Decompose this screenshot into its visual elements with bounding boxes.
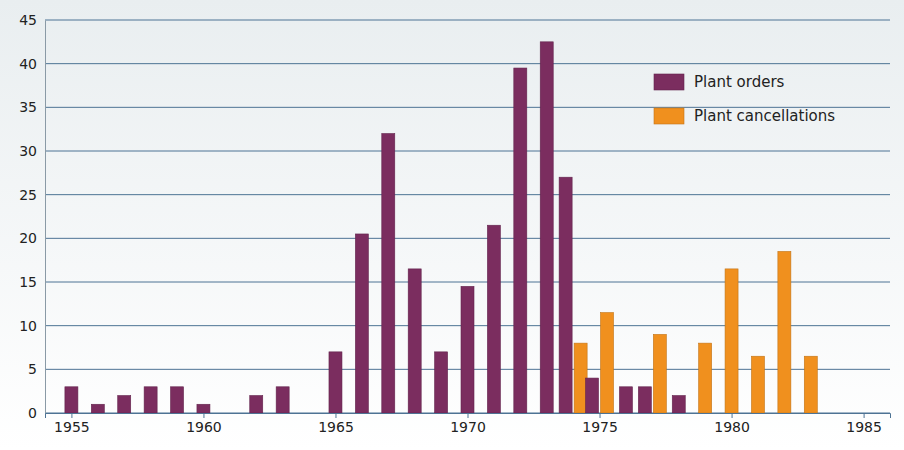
grid-line <box>45 194 890 195</box>
bar <box>487 225 500 413</box>
y-axis-line <box>45 21 46 414</box>
bar <box>514 68 527 413</box>
bar <box>65 387 78 413</box>
x-tick-mark <box>732 413 733 418</box>
bar <box>408 269 421 413</box>
bar <box>725 269 738 413</box>
x-tick-mark <box>864 413 865 418</box>
x-tick-label: 1960 <box>186 419 222 435</box>
legend-label: Plant cancellations <box>694 107 835 125</box>
y-tick: 25 <box>19 187 45 203</box>
bar <box>540 42 553 413</box>
bar <box>355 234 368 413</box>
bar <box>751 356 764 413</box>
grid-line <box>45 20 890 21</box>
y-tick-label: 30 <box>19 143 37 159</box>
y-axis: 0 5 10 15 20 25 30 35 40 45 <box>19 12 45 421</box>
legend-swatch <box>654 108 684 124</box>
bar <box>250 396 263 413</box>
x-tick-label: 1980 <box>714 419 750 435</box>
x-tick: 1965 <box>318 413 354 435</box>
bar <box>276 387 289 413</box>
y-tick-label: 35 <box>19 99 37 115</box>
y-tick-label: 40 <box>19 56 37 72</box>
bar <box>144 387 157 413</box>
legend-item: Plant cancellations <box>654 107 835 125</box>
x-tick-label: 1965 <box>318 419 354 435</box>
grid-line <box>45 238 890 239</box>
x-tick-label: 1985 <box>846 419 882 435</box>
y-tick: 30 <box>19 143 45 159</box>
bar <box>118 396 131 413</box>
x-tick: 1970 <box>450 413 486 435</box>
x-tick-mark <box>203 413 204 418</box>
x-tick-mark <box>71 413 72 418</box>
y-tick-label: 10 <box>19 318 37 334</box>
bar <box>804 356 817 413</box>
grid-line <box>45 63 890 64</box>
x-axis: 1955 1960 1965 1970 1975 1980 1985 <box>46 413 891 435</box>
bar <box>778 251 791 413</box>
bar <box>461 286 474 413</box>
x-tick-mark <box>468 413 469 418</box>
bar <box>197 404 210 413</box>
bar <box>619 387 632 413</box>
plot: 0510152025303540451955196019651970197519… <box>19 12 890 435</box>
bar <box>672 396 685 413</box>
bar <box>574 343 587 413</box>
x-tick-label: 1955 <box>54 419 90 435</box>
y-tick-label: 25 <box>19 187 37 203</box>
x-tick: 1980 <box>714 413 750 435</box>
y-tick: 10 <box>19 318 45 334</box>
background <box>0 0 904 450</box>
bar <box>638 387 651 413</box>
grid <box>45 20 890 413</box>
x-tick: 1985 <box>846 413 882 435</box>
grid-line <box>45 151 890 152</box>
y-tick-label: 20 <box>19 230 37 246</box>
bar <box>91 404 104 413</box>
bar <box>171 387 184 413</box>
y-tick: 20 <box>19 230 45 246</box>
y-tick: 15 <box>19 274 45 290</box>
y-tick-label: 15 <box>19 274 37 290</box>
x-tick-label: 1970 <box>450 419 486 435</box>
y-tick: 35 <box>19 99 45 115</box>
x-tick-label: 1975 <box>582 419 618 435</box>
bar <box>699 343 712 413</box>
grid-line <box>45 282 890 283</box>
bar <box>382 134 395 413</box>
bar <box>653 334 666 413</box>
legend-label: Plant orders <box>694 73 785 91</box>
legend: Plant orders Plant cancellations <box>654 73 835 125</box>
bar <box>329 352 342 413</box>
bars <box>65 42 817 413</box>
y-tick: 5 <box>28 361 45 377</box>
legend-swatch <box>654 74 684 90</box>
y-tick-label: 0 <box>28 405 37 421</box>
x-axis-line <box>46 414 891 419</box>
y-tick: 40 <box>19 56 45 72</box>
chart: 0510152025303540451955196019651970197519… <box>0 0 904 450</box>
x-tick: 1960 <box>186 413 222 435</box>
legend-item: Plant orders <box>654 73 785 91</box>
x-tick: 1975 <box>582 413 618 435</box>
x-tick-mark <box>600 413 601 418</box>
x-tick: 1955 <box>54 413 90 435</box>
y-tick: 0 <box>28 405 45 421</box>
x-tick-mark <box>335 413 336 418</box>
bar <box>601 313 614 413</box>
bar <box>435 352 448 413</box>
y-tick: 45 <box>19 12 45 28</box>
y-tick-label: 5 <box>28 361 37 377</box>
bar <box>586 378 599 413</box>
y-tick-label: 45 <box>19 12 37 28</box>
bar <box>559 177 572 413</box>
